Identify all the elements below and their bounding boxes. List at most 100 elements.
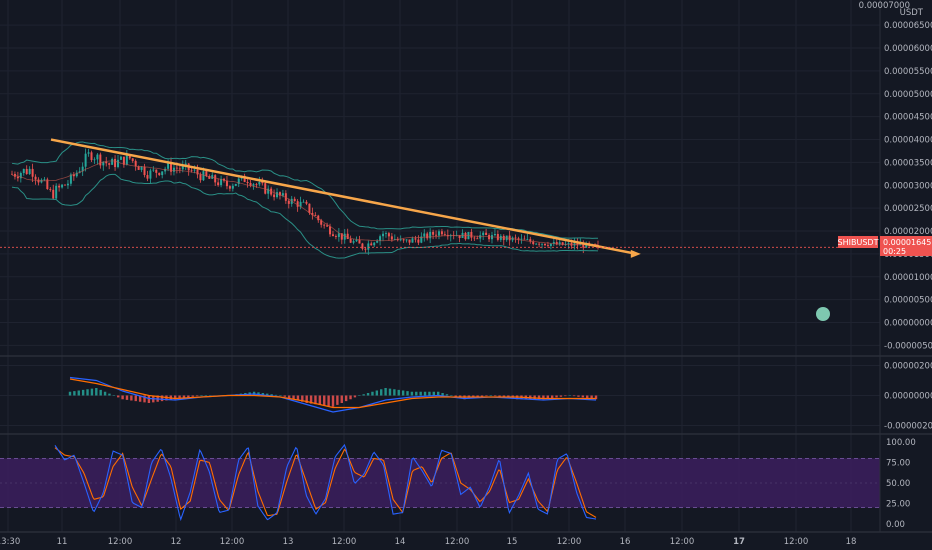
candle-body: [582, 243, 585, 248]
candle-body: [43, 179, 46, 181]
macd-histogram-bar: [581, 395, 585, 398]
macd-histogram-bar: [204, 395, 208, 396]
candle-body: [158, 172, 161, 176]
macd-histogram-bar: [200, 395, 203, 396]
candle-body: [46, 179, 49, 190]
macd-histogram-bar: [134, 395, 137, 402]
candle-body: [99, 154, 102, 166]
time-tick-label: 14: [395, 537, 406, 547]
macd-histogram-bar: [266, 393, 269, 396]
candle-body: [387, 233, 390, 237]
candle-body: [149, 170, 152, 179]
macd-histogram-bar: [287, 395, 291, 398]
time-tick-label: 17: [733, 537, 745, 547]
candle-body: [379, 236, 382, 241]
candle-body: [408, 239, 411, 243]
stoch-tick-label: 25.00: [886, 500, 910, 510]
macd-histogram-bar: [182, 395, 186, 398]
time-tick-label: 12:00: [784, 537, 809, 547]
candle-body: [346, 233, 349, 239]
candle-body: [258, 182, 261, 185]
candle-body: [31, 168, 34, 177]
candle-body: [217, 182, 220, 186]
candle-body: [293, 198, 296, 202]
macd-tick-label: 0.00000200: [884, 362, 932, 372]
candle-body: [205, 171, 208, 177]
macd-histogram-bar: [90, 388, 94, 396]
candle-body: [119, 156, 122, 160]
macd-histogram-bar: [437, 391, 440, 396]
price-axis[interactable]: 0.00006500 0.00006000 0.00005500 0.00005000…: [884, 21, 932, 530]
floating-action-dot[interactable]: [816, 307, 830, 321]
macd-histogram-bar: [99, 389, 102, 396]
macd-pane[interactable]: [68, 376, 598, 413]
candle-body: [237, 178, 240, 184]
time-axis[interactable]: 13:30 11 12:00 12 12:00 13 12:00 14 12:00 15 12:00…: [0, 537, 856, 547]
candle-body: [184, 163, 187, 166]
candle-body: [349, 238, 352, 243]
macd-histogram-bar: [380, 389, 383, 396]
candle-body: [81, 166, 84, 172]
candle-body: [308, 203, 311, 213]
candle-body: [552, 242, 555, 244]
candle-body: [384, 233, 387, 235]
candle-body: [131, 158, 134, 161]
macd-histogram-bar: [493, 395, 497, 397]
candle-body: [105, 161, 108, 164]
candle-body: [96, 154, 99, 160]
macd-histogram-bar: [388, 388, 392, 396]
candle-body: [411, 238, 414, 243]
macd-histogram-bar: [406, 391, 409, 396]
macd-histogram-bar: [423, 391, 427, 396]
candle-body: [311, 212, 314, 216]
macd-histogram-bar: [358, 395, 361, 396]
candle-body: [546, 245, 549, 247]
macd-histogram-bar: [274, 394, 278, 396]
candle-body: [114, 158, 117, 168]
symbol-tag-bg: [838, 236, 878, 248]
macd-histogram-bar: [594, 395, 598, 400]
candle-body: [526, 239, 529, 240]
price-pane[interactable]: [0, 138, 880, 259]
candle-body: [276, 192, 279, 198]
symbol-label: SHIBUSDT: [838, 238, 879, 247]
macd-histogram-bar: [546, 395, 549, 399]
macd-histogram-bar: [143, 395, 146, 403]
candle-body: [479, 235, 482, 239]
price-tick-label: 0.00003500: [884, 158, 932, 168]
candle-body: [225, 180, 228, 187]
macd-histogram-bar: [419, 391, 422, 396]
macd-line: [69, 376, 597, 413]
stochastic-pane[interactable]: [54, 443, 597, 522]
macd-signal-line: [69, 378, 596, 409]
pane-separators[interactable]: [0, 0, 932, 533]
candle-body: [485, 232, 488, 236]
macd-histogram-bar: [393, 389, 396, 396]
bollinger-lower: [11, 173, 599, 259]
candle-body: [214, 175, 217, 183]
stoch-k-line: [54, 443, 597, 522]
candle-body: [25, 168, 28, 174]
macd-histogram-bar: [384, 388, 387, 396]
macd-histogram-bar: [559, 395, 563, 397]
macd-histogram-bar: [103, 391, 107, 396]
candle-body: [520, 238, 523, 240]
candle-body: [252, 184, 255, 186]
bollinger-upper: [11, 141, 599, 239]
time-tick-label: 12:00: [332, 537, 357, 547]
candle-body: [267, 188, 270, 194]
candle-body: [476, 238, 479, 240]
macd-histogram-bar: [480, 395, 484, 397]
macd-histogram-bar: [366, 393, 370, 396]
macd-histogram-bar: [336, 395, 339, 405]
grid: [0, 0, 880, 532]
candle-body: [19, 173, 22, 179]
candle-body: [234, 183, 237, 186]
candle-body: [305, 201, 308, 204]
candle-body: [28, 168, 31, 174]
candle-body: [175, 167, 178, 169]
macd-histogram-bar: [340, 395, 343, 403]
time-tick-label: 13: [283, 537, 294, 547]
